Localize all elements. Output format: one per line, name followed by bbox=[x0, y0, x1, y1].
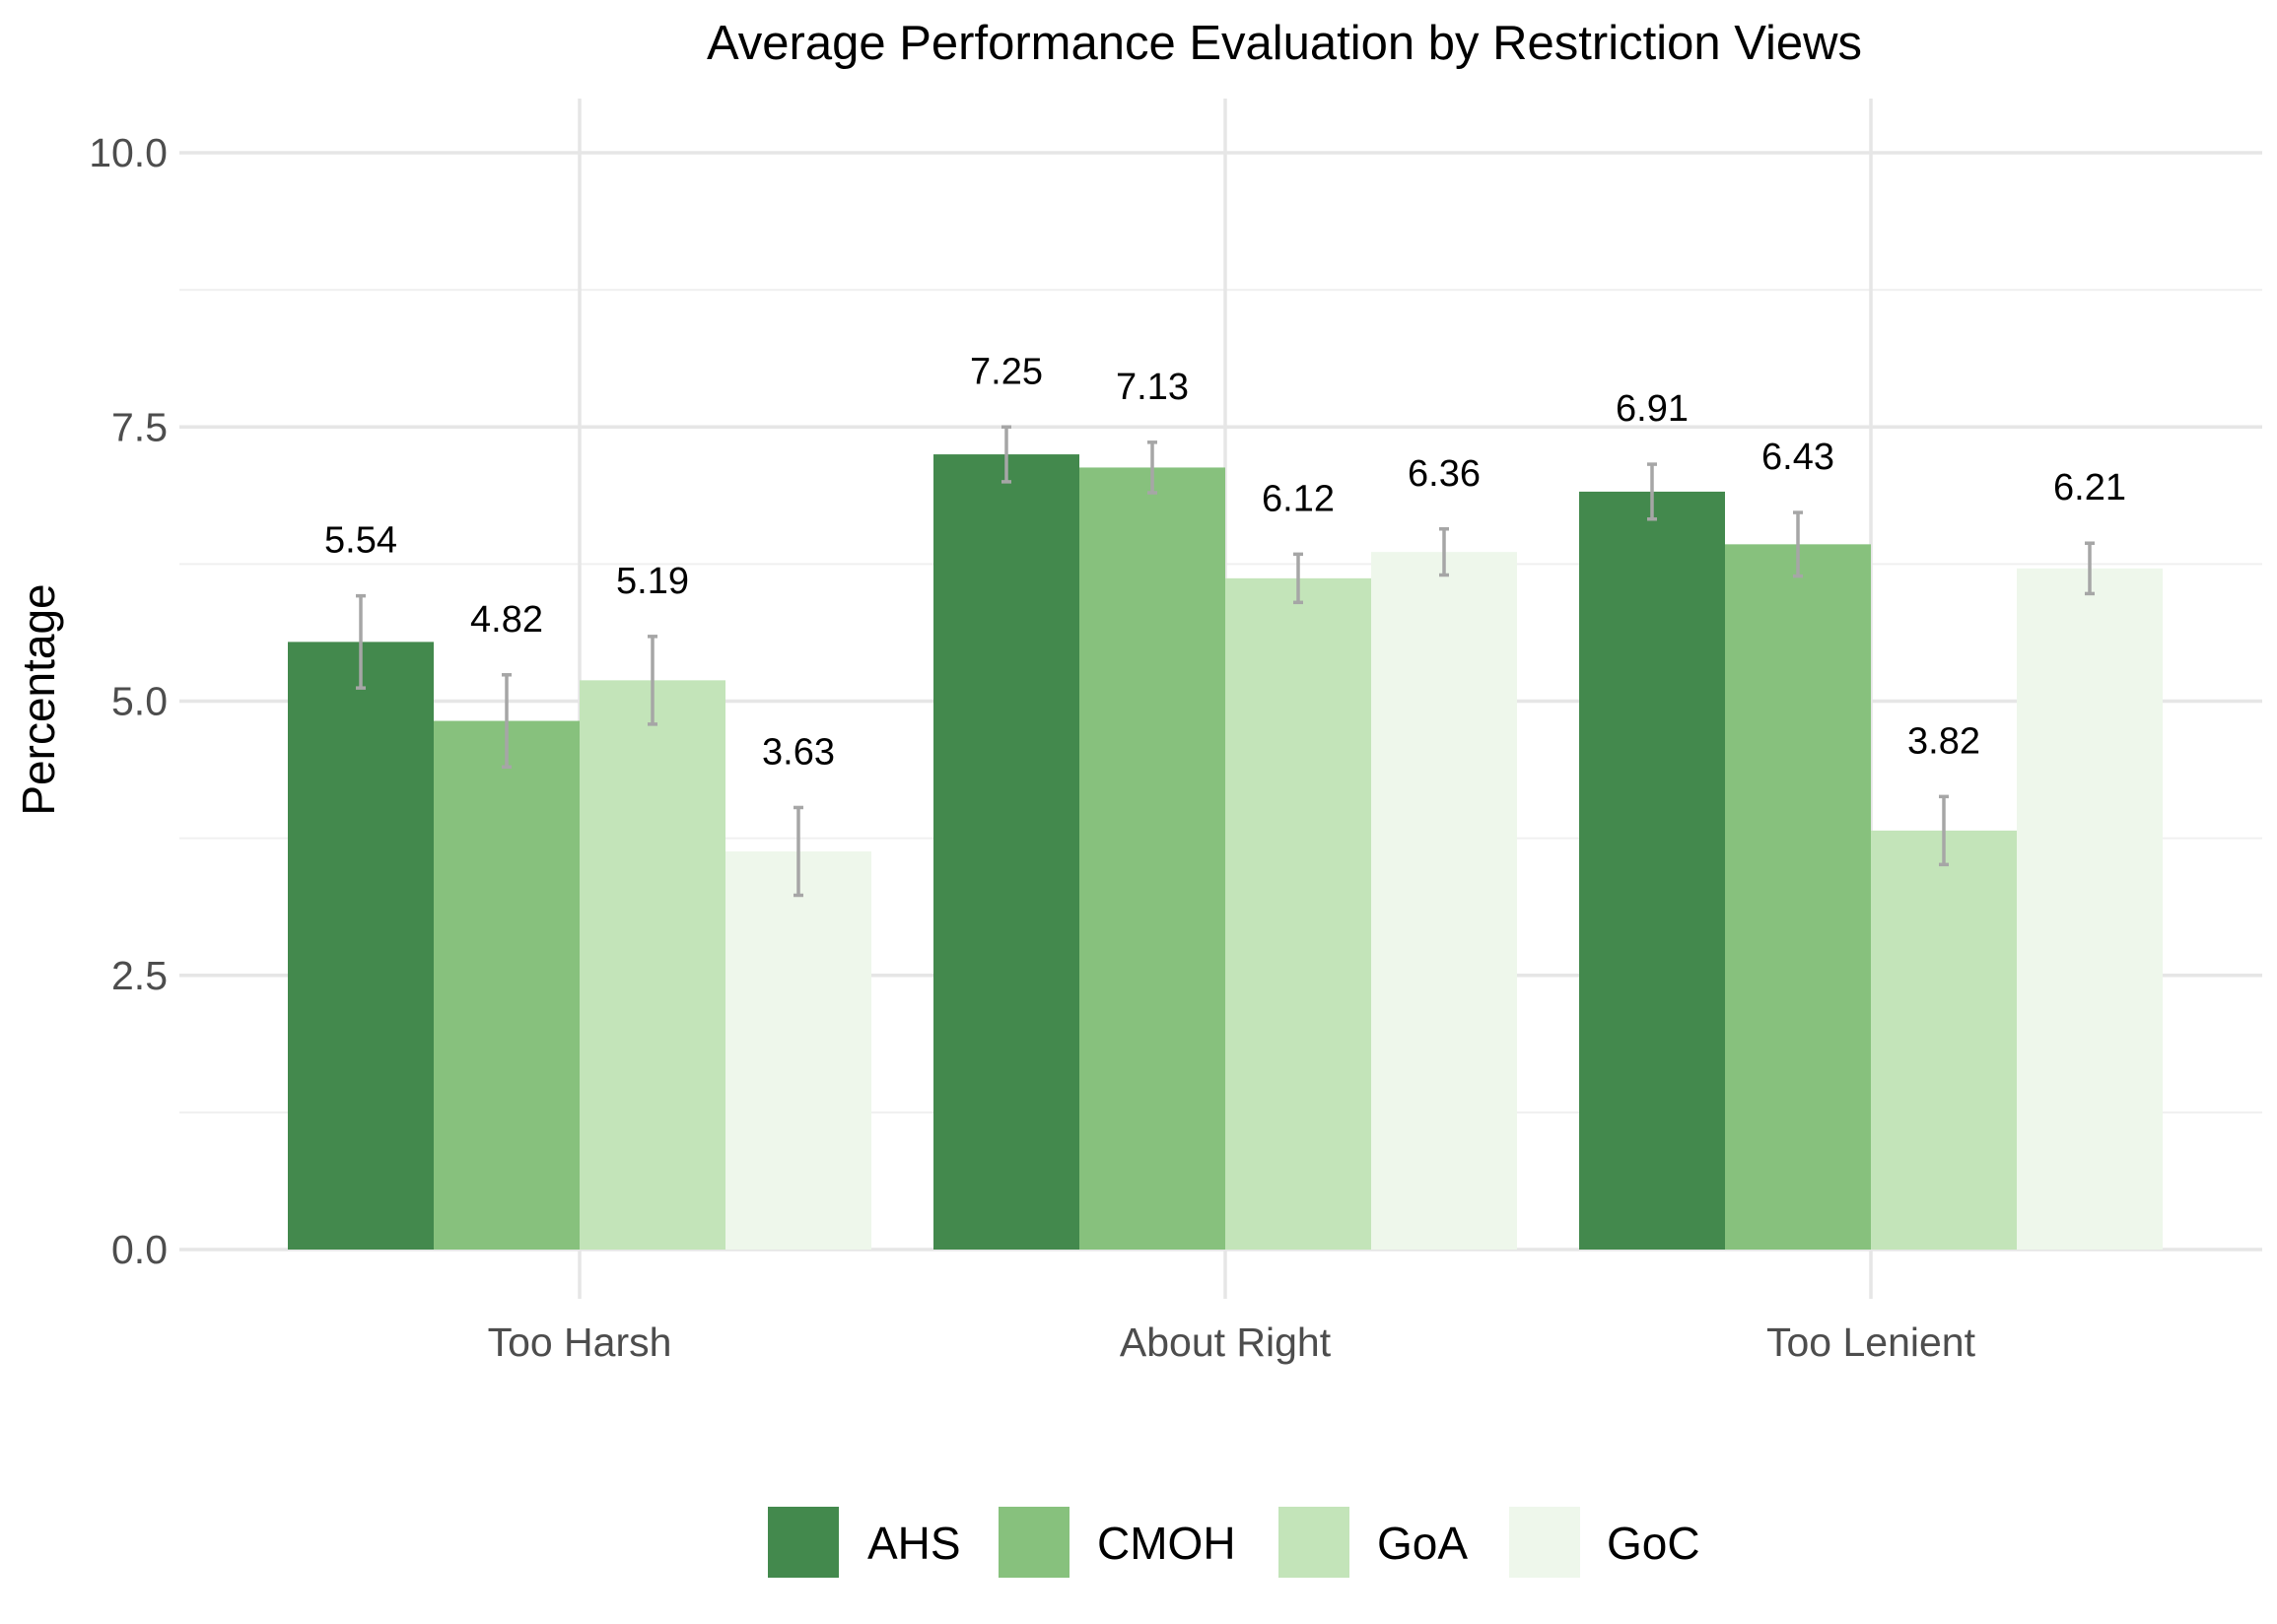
error-bar-CMOH-1 bbox=[1147, 440, 1157, 495]
error-bar-AHS-2 bbox=[1647, 462, 1657, 521]
x-tick-label: About Right bbox=[1120, 1320, 1332, 1365]
data-label-CMOH-1: 7.13 bbox=[1116, 367, 1189, 408]
error-bars bbox=[356, 425, 2095, 898]
legend-swatch-GoC bbox=[1509, 1507, 1580, 1578]
legend-label-AHS: AHS bbox=[867, 1518, 961, 1569]
y-tick-label: 2.5 bbox=[111, 953, 168, 998]
bar-GoA-1 bbox=[1225, 577, 1371, 1250]
y-tick-label: 5.0 bbox=[111, 679, 168, 724]
y-axis-ticks: 0.0 2.5 5.0 7.5 10.0 bbox=[89, 130, 168, 1272]
bar-GoC-0 bbox=[725, 850, 871, 1250]
legend-label-CMOH: CMOH bbox=[1097, 1518, 1236, 1569]
legend-label-GoC: GoC bbox=[1607, 1518, 1700, 1569]
bars bbox=[288, 454, 2163, 1250]
data-labels: 5.54 7.25 6.91 4.82 7.13 6.43 5.19 6.12 3.82 3.63… bbox=[324, 351, 2126, 773]
data-label-CMOH-2: 6.43 bbox=[1761, 437, 1834, 478]
data-label-CMOH-0: 4.82 bbox=[470, 599, 543, 641]
bar-CMOH-2 bbox=[1725, 544, 1871, 1250]
bar-GoA-0 bbox=[580, 680, 725, 1250]
data-label-AHS-0: 5.54 bbox=[324, 520, 397, 562]
legend-swatch-GoA bbox=[1278, 1507, 1349, 1578]
bar-GoA-2 bbox=[1871, 830, 2017, 1250]
chart-title: Average Performance Evaluation by Restri… bbox=[707, 17, 1862, 70]
data-label-AHS-1: 7.25 bbox=[970, 351, 1043, 392]
x-tick-label: Too Harsh bbox=[488, 1320, 672, 1365]
data-label-GoA-0: 5.19 bbox=[616, 561, 689, 602]
error-bar-GoC-0 bbox=[794, 805, 803, 898]
error-bar-GoA-2 bbox=[1939, 794, 1949, 867]
data-label-GoC-0: 3.63 bbox=[762, 731, 835, 773]
x-axis-ticks: Too Harsh About Right Too Lenient bbox=[488, 1320, 1976, 1365]
bar-AHS-2 bbox=[1579, 491, 1725, 1250]
y-axis-label: Percentage bbox=[13, 583, 64, 815]
legend: AHS CMOH GoA GoC bbox=[768, 1507, 1700, 1578]
error-bar-GoA-1 bbox=[1293, 552, 1303, 605]
data-label-GoA-1: 6.12 bbox=[1262, 478, 1335, 519]
error-bar-GoA-0 bbox=[648, 635, 657, 726]
error-bar-CMOH-2 bbox=[1793, 510, 1803, 578]
data-label-AHS-2: 6.91 bbox=[1616, 388, 1689, 430]
data-label-GoC-2: 6.21 bbox=[2053, 467, 2126, 508]
y-tick-label: 7.5 bbox=[111, 404, 168, 449]
bar-CMOH-1 bbox=[1079, 467, 1225, 1250]
error-bar-GoC-2 bbox=[2085, 541, 2095, 596]
legend-swatch-AHS bbox=[768, 1507, 839, 1578]
legend-label-GoA: GoA bbox=[1377, 1518, 1468, 1569]
bar-GoC-2 bbox=[2017, 568, 2163, 1250]
data-label-GoA-2: 3.82 bbox=[1907, 720, 1980, 762]
error-bar-CMOH-0 bbox=[502, 673, 512, 770]
x-tick-label: Too Lenient bbox=[1766, 1320, 1976, 1365]
error-bar-AHS-0 bbox=[356, 593, 366, 690]
data-label-GoC-1: 6.36 bbox=[1408, 453, 1481, 495]
error-bar-GoC-1 bbox=[1439, 527, 1449, 577]
error-bar-AHS-1 bbox=[1001, 425, 1011, 484]
bar-AHS-1 bbox=[933, 454, 1079, 1250]
legend-swatch-CMOH bbox=[999, 1507, 1070, 1578]
bar-AHS-0 bbox=[288, 642, 434, 1250]
y-tick-label: 10.0 bbox=[89, 130, 168, 175]
y-tick-label: 0.0 bbox=[111, 1227, 168, 1272]
bar-GoC-1 bbox=[1371, 552, 1517, 1250]
bar-CMOH-0 bbox=[434, 720, 580, 1250]
